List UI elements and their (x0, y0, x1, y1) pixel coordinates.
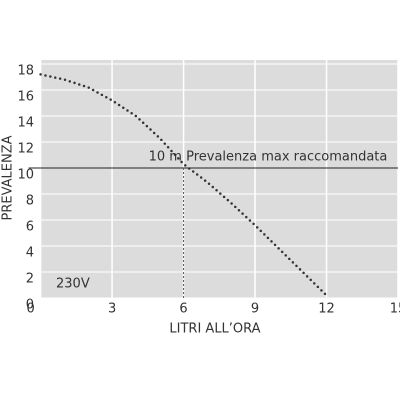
y-tick-label: 2 (26, 272, 34, 287)
plot-area (40, 60, 398, 298)
x-axis-label: LITRI ALL’ORA (169, 322, 260, 337)
y-tick-label: 4 (26, 246, 34, 261)
x-tick-label: 12 (318, 302, 335, 317)
curve (39, 73, 328, 297)
y-tick-label: 12 (17, 142, 34, 157)
note: 230V (56, 277, 90, 292)
y-tick-label: 16 (17, 90, 34, 105)
y-tick-label: 18 (17, 64, 34, 79)
y-tick-label: 6 (26, 220, 34, 235)
y-tick-label: 0 (26, 298, 34, 313)
x-tick-label: 15 (390, 302, 400, 317)
y-axis-label: PREVALENZA (1, 135, 16, 220)
x-tick-label: 3 (108, 302, 116, 317)
y-tick-label: 10 (17, 168, 34, 183)
x-tick-label: 0 (26, 302, 34, 317)
x-tick-label: 6 (179, 302, 187, 317)
reference-label: 10 m Prevalenza max raccomandata (149, 150, 388, 165)
x-tick-label: 9 (251, 302, 259, 317)
y-tick-label: 14 (17, 116, 34, 131)
y-tick-label: 8 (26, 194, 34, 209)
